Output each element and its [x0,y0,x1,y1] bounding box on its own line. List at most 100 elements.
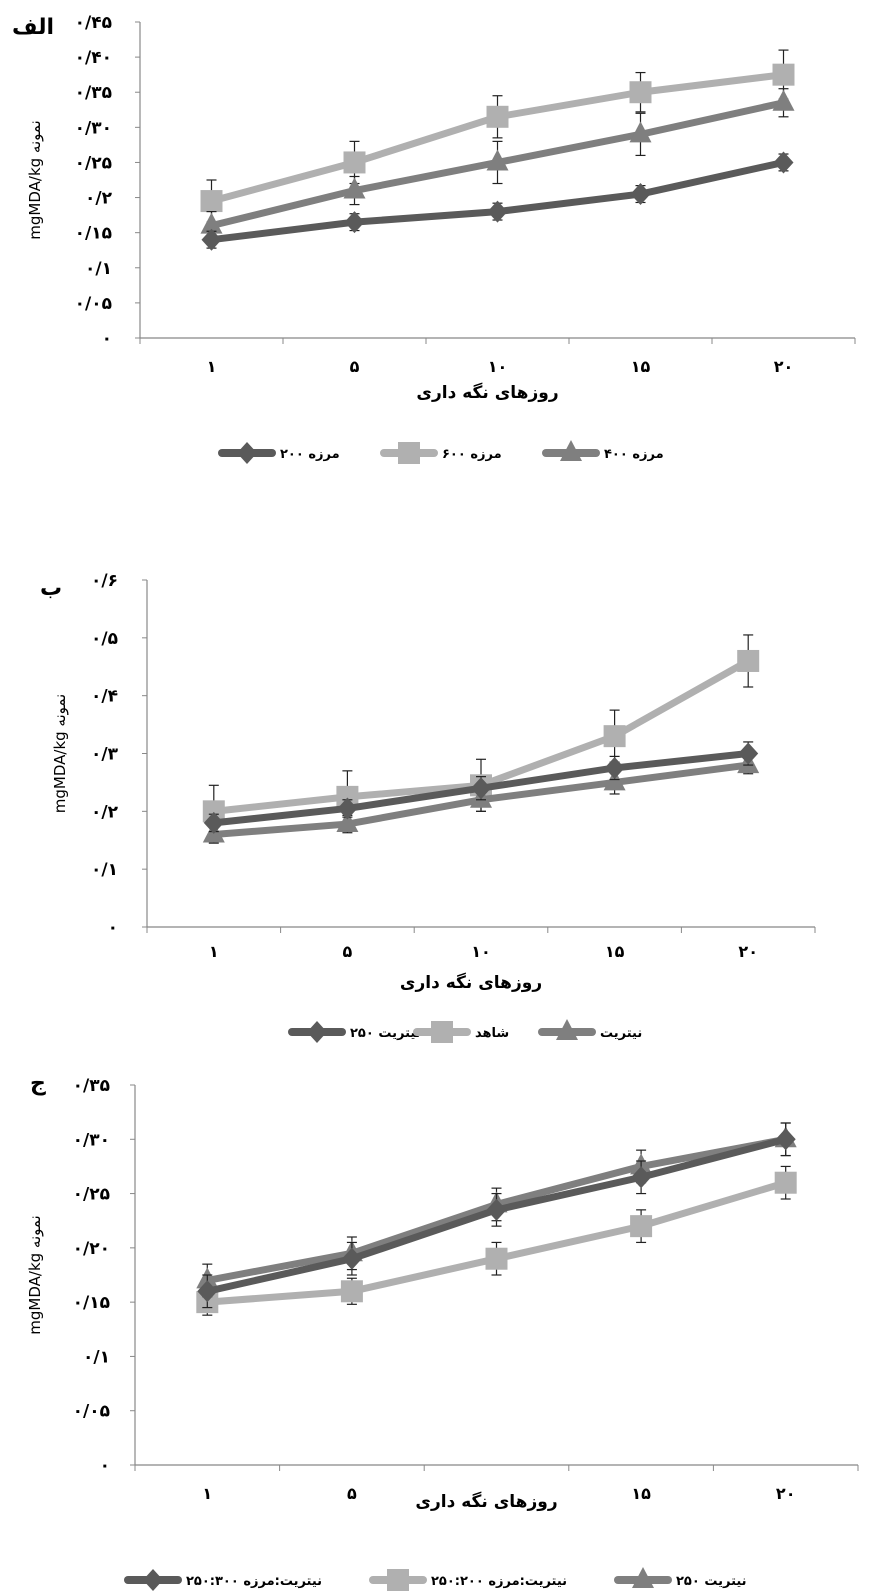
legend-item: نیتریت ۲۵۰ [614,1567,747,1589]
data-point-square [485,1247,508,1270]
y-tick-label: ۰/۲ [85,189,113,209]
data-point-square [340,1280,363,1303]
y-tick-label: ۰/۶ [91,571,118,591]
y-axis-title: mgMDA/kg نمونه [26,120,44,239]
data-point-diamond [486,1198,507,1221]
legend-label: مرزه ۴۰۰ [604,447,664,462]
y-tick-label: ۰ [108,918,118,938]
data-point-square [343,151,366,174]
legend-item: نیتریت:مرزه ۲۵۰:۳۰۰ [124,1569,322,1591]
y-tick-label: ۰/۱ [85,259,112,279]
data-point-triangle [632,1567,654,1588]
panel-label: ب [40,576,62,601]
x-tick-label: ۵ [343,942,353,961]
data-point-square [486,105,509,128]
data-point-square [202,800,225,823]
x-axis-title: روزهای نگه داری [416,382,558,403]
y-axis-title: mgMDA/kg نمونه [51,694,69,813]
legend-item: مرزه ۶۰۰ [380,442,502,464]
y-tick-label: ۰ [100,1456,110,1476]
x-tick-label: ۱۰ [488,357,508,376]
data-point-diamond [143,1569,163,1591]
y-tick-label: ۰/۲ [91,802,119,822]
data-point-diamond [604,756,625,779]
data-point-square [772,63,795,86]
y-tick-label: ۰/۱ [83,1347,110,1367]
y-tick-label: ۰/۳۵ [73,1076,110,1096]
x-tick-label: ۲۰ [738,942,758,961]
legend-item: نیتریت ۲۵۰ [288,1021,421,1043]
y-tick-label: ۰/۲۵ [75,153,112,173]
y-tick-label: ۰/۳۰ [75,118,112,138]
data-point-square [200,190,223,213]
x-tick-label: ۲۰ [776,1484,796,1503]
data-point-square [431,1021,453,1043]
data-point-diamond [203,811,224,834]
x-tick-label: ۵ [347,1484,357,1503]
x-tick-label: ۲۰ [774,357,794,376]
legend-label: نیتریت:مرزه ۲۵۰:۳۰۰ [186,1574,322,1589]
data-point-triangle [772,89,795,111]
data-point-square [629,81,652,104]
panel-label: الف [12,15,54,40]
data-point-triangle [556,1019,578,1040]
data-point-square [737,649,760,672]
legend-label: شاهد [475,1026,509,1041]
y-axis-title: mgMDA/kg نمونه [26,1215,44,1334]
panel-label: ج [30,1071,46,1096]
data-point-triangle [343,177,366,199]
y-tick-label: ۰/۴۰ [75,48,112,68]
series-0 [197,1122,796,1309]
data-point-diamond [630,183,651,206]
y-tick-label: ۰/۵ [91,629,118,649]
data-point-diamond [337,797,358,820]
x-tick-label: ۱ [209,942,219,961]
x-tick-label: ۱۵ [605,942,625,961]
legend-label: مرزه ۲۰۰ [280,447,340,462]
y-tick-label: ۰/۴۵ [75,13,112,33]
x-tick-label: ۱۰ [471,942,491,961]
series-0 [201,151,794,251]
legend-item: مرزه ۲۰۰ [218,442,340,464]
legend-item: مرزه ۴۰۰ [542,440,664,462]
legend-label: مرزه ۶۰۰ [442,447,502,462]
data-point-diamond [471,777,491,800]
legend-label: نیتریت ۲۵۰ [676,1574,747,1589]
data-point-diamond [487,200,508,223]
y-tick-label: ۰ [102,329,112,349]
x-axis-title: روزهای نگه داری [415,1491,557,1512]
legend-item: شاهد [413,1021,509,1043]
data-point-triangle [336,811,359,833]
legend-item: نیتریت:مرزه ۲۵۰:۲۰۰ [369,1569,567,1591]
y-tick-label: ۰/۲۵ [73,1185,110,1205]
y-tick-label: ۰/۱۵ [73,1293,110,1313]
y-tick-label: ۰/۰۵ [75,294,112,314]
y-tick-label: ۰/۰۵ [73,1402,110,1422]
y-tick-label: ۰/۱ [91,860,118,880]
chart-panel-jim: ج۰۰/۰۵۰/۱۰/۱۵۰/۲۰۰/۲۵۰/۳۰۰/۳۵۱ ۵ ۱۵ ۲۰روزها… [26,1071,859,1591]
y-tick-label: ۰/۱۵ [75,224,112,244]
data-point-square [603,725,626,748]
data-point-diamond [201,228,222,251]
data-point-diamond [307,1021,327,1043]
data-point-diamond [738,742,759,765]
legend-label: نیتریت [600,1026,642,1041]
series-1 [196,1165,797,1316]
data-point-diamond [773,151,794,174]
data-point-diamond [197,1280,218,1303]
data-point-square [774,1171,797,1194]
series-0 [203,741,759,834]
legend-label: نیتریت:مرزه ۲۵۰:۲۰۰ [431,1574,567,1589]
data-point-triangle [629,121,652,143]
data-point-square [336,785,359,808]
y-tick-label: ۰/۳۰ [73,1130,110,1150]
data-point-square [398,442,420,464]
x-tick-label: ۱۵ [631,1484,651,1503]
x-tick-label: ۵ [350,357,360,376]
y-tick-label: ۰/۲۰ [73,1239,110,1259]
data-point-diamond [631,1166,652,1189]
data-point-diamond [237,442,257,464]
data-point-square [630,1215,653,1238]
series-1 [200,49,795,223]
